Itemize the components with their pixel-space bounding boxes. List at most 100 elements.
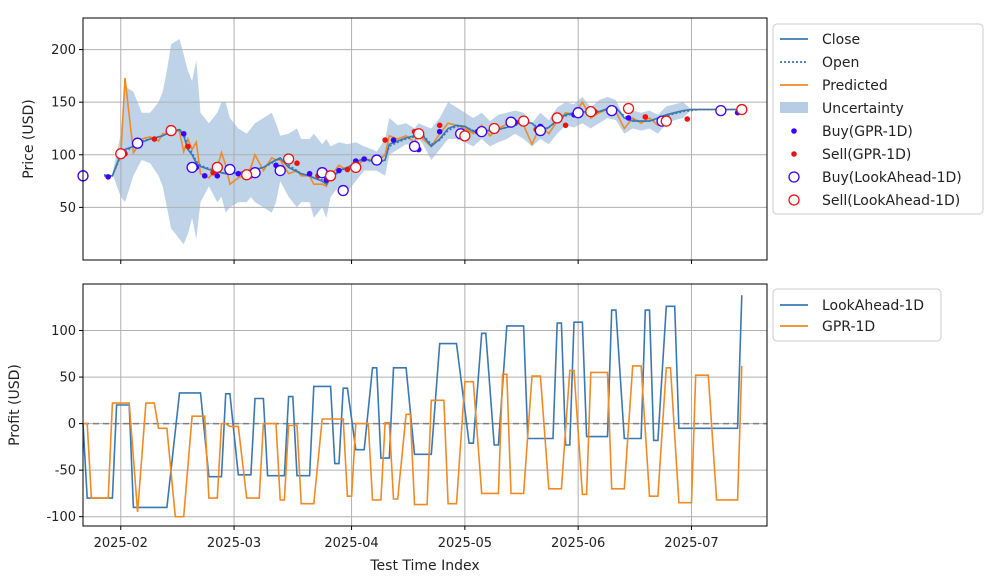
x-tick-label: 2025-03 [207, 536, 261, 551]
sell-lookahead-marker [585, 105, 597, 118]
x-axis-label: Test Time Index [369, 558, 479, 574]
sell-gpr-marker [382, 137, 388, 143]
buy-lookahead-marker [715, 104, 727, 117]
price-y-tick-label: 200 [51, 43, 76, 58]
price-y-axis-label: Price (USD) [21, 99, 37, 178]
profit-y-tick-label: 100 [51, 324, 76, 339]
legend-sell-lookahead-1d-swatch [788, 194, 800, 206]
buy-lookahead-marker [572, 107, 584, 119]
profit-y-tick-label: 50 [59, 371, 76, 386]
legend-lookahead-1d-label: LookAhead-1D [822, 298, 924, 314]
price-chart-panel: 50 100 150 200 Price (USD) [21, 17, 768, 264]
profit-lines-layer [82, 295, 743, 518]
x-tick-label: 2025-05 [438, 536, 492, 551]
profit-y-ticks: -100 -50 0 50 100 [46, 324, 83, 525]
legend-uncertainty-swatch [780, 102, 808, 113]
buy-lookahead-marker [131, 137, 144, 149]
buy-lookahead-marker [408, 140, 421, 153]
legend-sell-gpr-1d-swatch [791, 151, 797, 157]
price-y-tick-label: 100 [51, 148, 76, 163]
price-plot-frame [82, 17, 768, 261]
legend-gpr-1d-label: GPR-1D [822, 319, 875, 335]
price-legend-items: Close Open Predicted Uncertainty Buy(GPR-1D)… [780, 32, 962, 209]
buy-gpr-marker [306, 170, 313, 177]
price-y-tick-label: 150 [51, 96, 76, 111]
uncertainty-band [104, 39, 742, 245]
price-grid [83, 18, 767, 260]
price-y-tick-label: 50 [59, 201, 76, 216]
x-tick-label: 2025-04 [324, 536, 378, 551]
buy-gpr-marker [235, 170, 242, 177]
profit-y-tick-label: -50 [55, 464, 76, 479]
legend-sell-lookahead-1d-label: Sell(LookAhead-1D) [822, 193, 960, 209]
sell-lookahead-marker [413, 128, 425, 140]
sell-gpr-marker [642, 114, 649, 120]
legend-open-label: Open [822, 55, 859, 71]
buy-lookahead-marker [534, 124, 547, 137]
buy-gpr-marker [201, 173, 208, 179]
lookahead-1d-profit-line [82, 295, 743, 509]
sell-lookahead-marker [551, 112, 563, 124]
sell-lookahead-marker [115, 148, 127, 160]
sell-gpr-marker [562, 122, 569, 129]
legend-sell-gpr-1d-label: Sell(GPR-1D) [822, 147, 911, 163]
sell-lookahead-marker [165, 124, 177, 137]
sell-lookahead-marker [211, 161, 223, 174]
sell-gpr-marker [344, 166, 351, 173]
buy-gpr-marker [105, 174, 111, 180]
legend-buy-gpr-1d-label: Buy(GPR-1D) [822, 124, 913, 140]
sell-gpr-marker [185, 143, 191, 150]
sell-lookahead-marker [241, 169, 253, 181]
price-legend-box [772, 23, 984, 215]
sell-lookahead-marker [350, 161, 362, 174]
sell-gpr-marker [294, 160, 300, 166]
x-tick-label: 2025-07 [664, 536, 718, 551]
buy-lookahead-marker [505, 116, 517, 128]
legend-buy-lookahead-1d-swatch [788, 171, 800, 183]
buy-lookahead-marker [606, 104, 618, 117]
sell-lookahead-marker [282, 153, 295, 165]
buy-gpr-marker [390, 137, 397, 143]
sell-lookahead-marker [324, 170, 337, 182]
uncertainty-band-layer [104, 39, 742, 245]
legend-buy-gpr-1d-swatch [791, 128, 797, 134]
sell-gpr-marker [684, 116, 691, 122]
price-y-ticks: 50 100 150 200 [51, 43, 692, 264]
sell-gpr-marker [436, 122, 443, 129]
legend-buy-lookahead-1d-label: Buy(LookAhead-1D) [822, 170, 962, 186]
gpr-1d-profit-line [83, 365, 743, 518]
profit-legend-items: LookAhead-1D GPR-1D [780, 298, 924, 335]
buy-lookahead-marker [224, 163, 236, 176]
buy-gpr-marker [436, 128, 443, 135]
sell-gpr-marker [151, 136, 158, 142]
sell-lookahead-marker [459, 130, 471, 142]
sell-lookahead-marker [736, 103, 748, 116]
price-legend: Close Open Predicted Uncertainty Buy(GPR-1D)… [772, 23, 984, 215]
sell-lookahead-marker [660, 115, 672, 127]
sell-lookahead-marker [488, 122, 500, 135]
legend-uncertainty-label: Uncertainty [822, 101, 904, 117]
sell-lookahead-marker [517, 115, 530, 127]
profit-y-axis-label: Profit (USD) [7, 364, 23, 446]
buy-lookahead-marker [371, 154, 383, 166]
x-tick-label: 2025-06 [551, 536, 605, 551]
profit-legend-box [772, 288, 942, 342]
buy-lookahead-marker [186, 161, 198, 174]
sell-lookahead-marker [622, 102, 635, 115]
profit-x-ticks: 2025-02 2025-03 2025-04 2025-05 2025-06 2025-… [94, 526, 719, 551]
buy-lookahead-marker [476, 125, 488, 138]
buy-gpr-marker [214, 173, 221, 179]
profit-y-tick-label: -100 [46, 510, 76, 525]
buy-lookahead-marker [337, 184, 349, 197]
buy-lookahead-marker [274, 164, 286, 177]
trade-markers-layer [77, 102, 748, 197]
profit-plot-frame [82, 283, 768, 527]
x-tick-label: 2025-02 [94, 536, 148, 551]
legend-predicted-label: Predicted [822, 78, 888, 94]
buy-gpr-marker [180, 130, 187, 137]
buy-gpr-marker [336, 167, 342, 174]
legend-close-label: Close [822, 32, 860, 48]
buy-gpr-marker [625, 115, 632, 121]
profit-y-tick-label: 0 [68, 417, 76, 432]
